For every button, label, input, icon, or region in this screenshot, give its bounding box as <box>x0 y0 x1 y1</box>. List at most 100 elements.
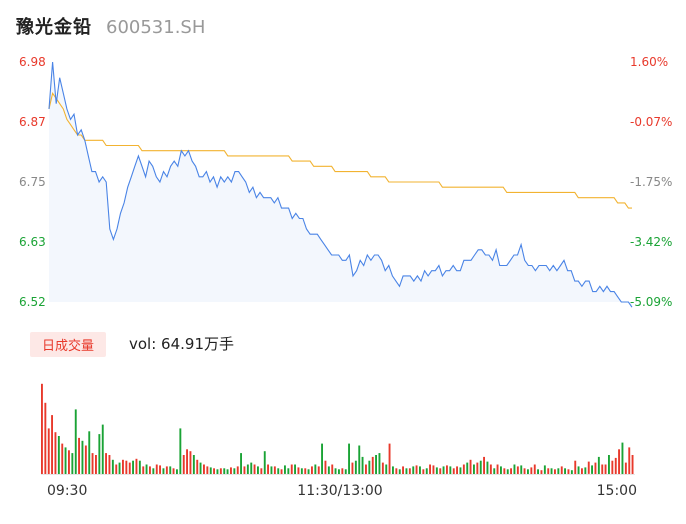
volume-bar <box>95 455 97 474</box>
volume-bar <box>368 460 371 474</box>
stock-code: 600531.SH <box>106 17 206 38</box>
volume-bar <box>61 443 64 474</box>
volume-bar <box>41 383 43 475</box>
volume-bar <box>327 466 330 474</box>
volume-bar <box>91 453 94 474</box>
volume-bar <box>516 466 519 474</box>
volume-bar <box>489 464 492 474</box>
volume-bar <box>358 445 361 474</box>
volume-bar <box>172 468 175 474</box>
volume-bar <box>577 466 580 474</box>
volume-bar <box>354 460 357 474</box>
volume-bar <box>132 460 134 474</box>
volume-bar <box>567 469 570 475</box>
volume-bar <box>392 466 394 474</box>
volume-bar <box>419 466 421 474</box>
volume-total: vol: 64.91万手 <box>129 335 234 353</box>
volume-bar <box>115 464 118 474</box>
volume-bars <box>41 383 635 475</box>
volume-bar <box>213 468 215 474</box>
volume-bar <box>257 466 259 474</box>
volume-bar <box>486 461 489 474</box>
volume-bar <box>159 465 161 474</box>
volume-bar <box>520 465 523 474</box>
volume-bar <box>604 464 607 474</box>
volume-bar <box>111 459 114 475</box>
volume-bar <box>206 466 209 474</box>
volume-bar <box>597 456 600 474</box>
volume-bar <box>64 447 67 474</box>
volume-bar <box>628 447 631 474</box>
volume-bar <box>493 468 496 474</box>
volume-bar <box>334 468 337 474</box>
volume-bar <box>611 460 614 474</box>
volume-bar <box>203 464 205 474</box>
volume-bar <box>192 455 195 474</box>
volume-bar <box>142 466 145 474</box>
stock-name: 豫光金铅 <box>16 17 92 38</box>
volume-bar <box>226 469 229 475</box>
volume-bar <box>614 457 617 475</box>
y-tick-left: 6.87 <box>19 115 46 129</box>
volume-bar <box>476 462 479 474</box>
volume-bar <box>415 465 418 474</box>
volume-bar <box>570 470 573 474</box>
volume-bar <box>179 428 182 474</box>
volume-bar <box>412 466 415 474</box>
volume-bar <box>317 466 320 474</box>
volume-bar <box>267 464 269 474</box>
volume-bar <box>624 462 627 474</box>
volume-bar <box>425 468 428 474</box>
volume-bar <box>311 466 313 474</box>
volume-bar <box>388 443 391 474</box>
volume-bar <box>462 464 465 474</box>
volume-bar <box>371 456 374 474</box>
volume-bar <box>365 464 367 474</box>
volume-bar <box>294 464 296 474</box>
volume-bar <box>398 469 401 475</box>
volume-bar <box>68 450 70 475</box>
volume-bar <box>557 468 560 474</box>
volume-bar <box>253 464 256 474</box>
volume-bar <box>105 453 107 474</box>
y-tick-right: -5.09% <box>630 295 672 309</box>
volume-bar <box>263 451 266 474</box>
volume-bar <box>324 460 327 474</box>
volume-bar <box>84 445 87 474</box>
volume-bar <box>449 466 452 474</box>
volume-bar <box>162 468 165 474</box>
volume-bar <box>402 466 404 474</box>
volume-bar <box>459 467 462 475</box>
volume-bar <box>584 467 587 475</box>
volume-bar <box>442 466 445 474</box>
volume-bar <box>277 468 280 474</box>
volume-bar <box>122 459 124 475</box>
x-tick-label: 09:30 <box>47 483 87 499</box>
volume-bar <box>209 467 212 475</box>
volume-bar <box>128 462 131 474</box>
price-area <box>49 62 632 308</box>
y-tick-left: 6.52 <box>19 295 46 309</box>
y-tick-right: -1.75% <box>630 175 672 189</box>
volume-bar <box>57 436 60 474</box>
volume-bar <box>78 437 80 474</box>
volume-bar <box>270 466 273 474</box>
volume-bar <box>74 409 77 474</box>
volume-bar <box>554 469 556 475</box>
volume-bar <box>381 462 384 474</box>
y-axis-right: 1.60% -0.07% -1.75% -3.42% -5.09% <box>630 55 672 309</box>
volume-bar <box>446 465 448 474</box>
volume-bar <box>44 402 47 475</box>
volume-bar <box>537 469 539 475</box>
volume-bar <box>540 470 543 474</box>
volume-bar <box>165 466 168 474</box>
volume-bar <box>439 468 442 474</box>
volume-bar <box>601 464 604 474</box>
x-tick-label: 11:30/13:00 <box>297 483 382 499</box>
volume-badge[interactable]: 日成交量 <box>30 332 107 357</box>
volume-bar <box>435 467 438 475</box>
volume-bar <box>101 424 104 474</box>
volume-bar <box>118 462 121 474</box>
x-axis: 09:30 11:30/13:00 15:00 <box>47 483 637 499</box>
